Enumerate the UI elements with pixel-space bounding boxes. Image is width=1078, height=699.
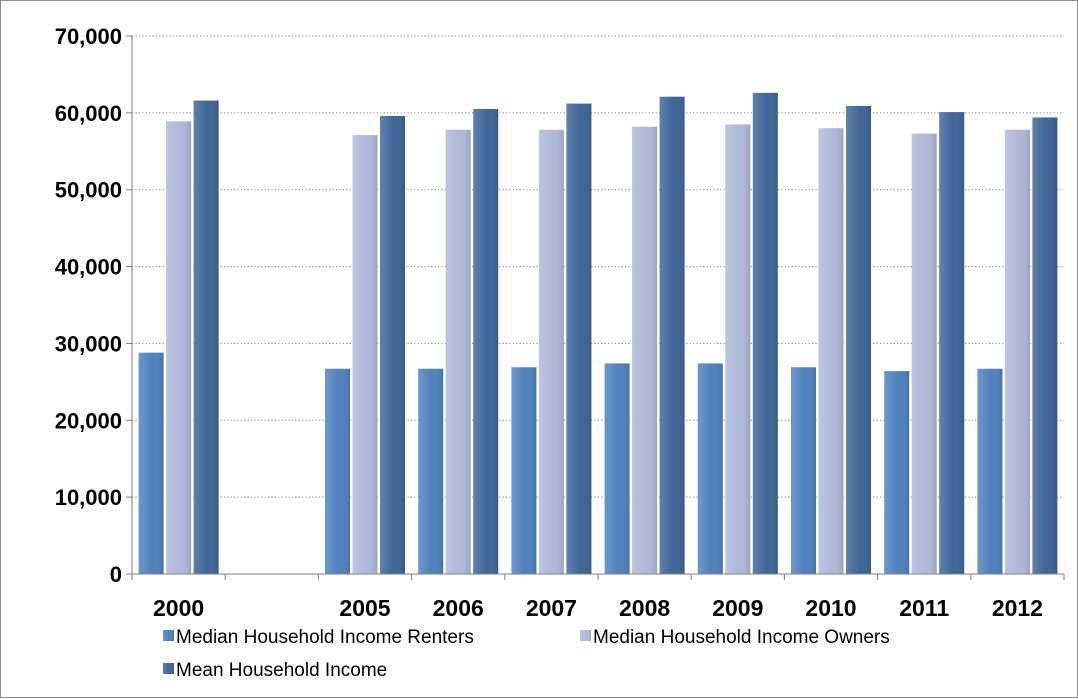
bar-shade: [473, 109, 499, 574]
bar-shade: [697, 363, 723, 574]
x-tick-label: 2005: [339, 595, 390, 621]
x-tick-label: 2007: [526, 595, 577, 621]
bar-shade: [511, 367, 537, 574]
bar-shade: [725, 124, 751, 574]
y-tick-label: 60,000: [55, 101, 122, 126]
y-tick-label: 20,000: [55, 408, 122, 433]
bars: [138, 92, 1058, 575]
bar-shade: [818, 128, 844, 574]
x-tick-label: 2000: [153, 595, 204, 621]
bar-shade: [193, 100, 219, 574]
bar-shade: [752, 92, 778, 575]
bar-shade: [1004, 129, 1030, 574]
bar-shade: [538, 129, 564, 574]
gridlines: [132, 35, 1064, 498]
x-tick-label: 2010: [805, 595, 856, 621]
bar-shade: [166, 121, 192, 574]
bar-shade: [566, 103, 592, 575]
bar-shade: [977, 368, 1003, 574]
bar-shade: [138, 352, 164, 574]
legend-label: Median Household Income Owners: [593, 627, 890, 648]
bar-shade: [325, 368, 350, 574]
x-tick-labels: 2000 2005 2006 2007 2008 2009 2010 2011 2012: [153, 595, 1043, 621]
bar-shade: [884, 371, 910, 574]
y-tick-label: 0: [110, 562, 122, 587]
bar-shade: [445, 129, 471, 574]
y-tick-label: 50,000: [55, 178, 122, 203]
legend-label: Median Household Income Renters: [176, 627, 474, 648]
bar-shade: [911, 133, 937, 574]
y-tick-labels: 0 10,000 20,000 30,000 40,000 50,000 60,000 70,…: [55, 24, 122, 587]
bar-shade: [380, 115, 405, 574]
x-tick-label: 2006: [433, 595, 484, 621]
legend-swatch-shade: [163, 663, 174, 674]
bar-shade: [846, 105, 871, 574]
legend-label: Mean Household Income: [176, 660, 387, 681]
x-tick-label: 2009: [712, 595, 763, 621]
x-tick-label: 2008: [619, 595, 670, 621]
bar-shade: [791, 367, 816, 574]
legend: Median Household Income Renters Median Ho…: [163, 627, 890, 681]
bar-shade: [1032, 117, 1058, 575]
bar-shade: [418, 368, 444, 574]
bar-shade: [604, 363, 630, 574]
y-tick-label: 70,000: [55, 24, 122, 49]
bar-shade: [632, 126, 658, 574]
y-tick-label: 10,000: [55, 485, 122, 510]
y-tick-label: 30,000: [55, 331, 122, 356]
bar-shade: [352, 135, 378, 574]
x-tick-label: 2012: [992, 595, 1043, 621]
y-tick-label: 40,000: [55, 255, 122, 280]
bar-shade: [939, 112, 965, 575]
legend-swatch-shade: [580, 630, 591, 641]
axes: [126, 35, 1065, 580]
legend-swatch-shade: [163, 630, 174, 641]
x-tick-label: 2011: [899, 595, 949, 621]
bar-shade: [659, 96, 685, 575]
